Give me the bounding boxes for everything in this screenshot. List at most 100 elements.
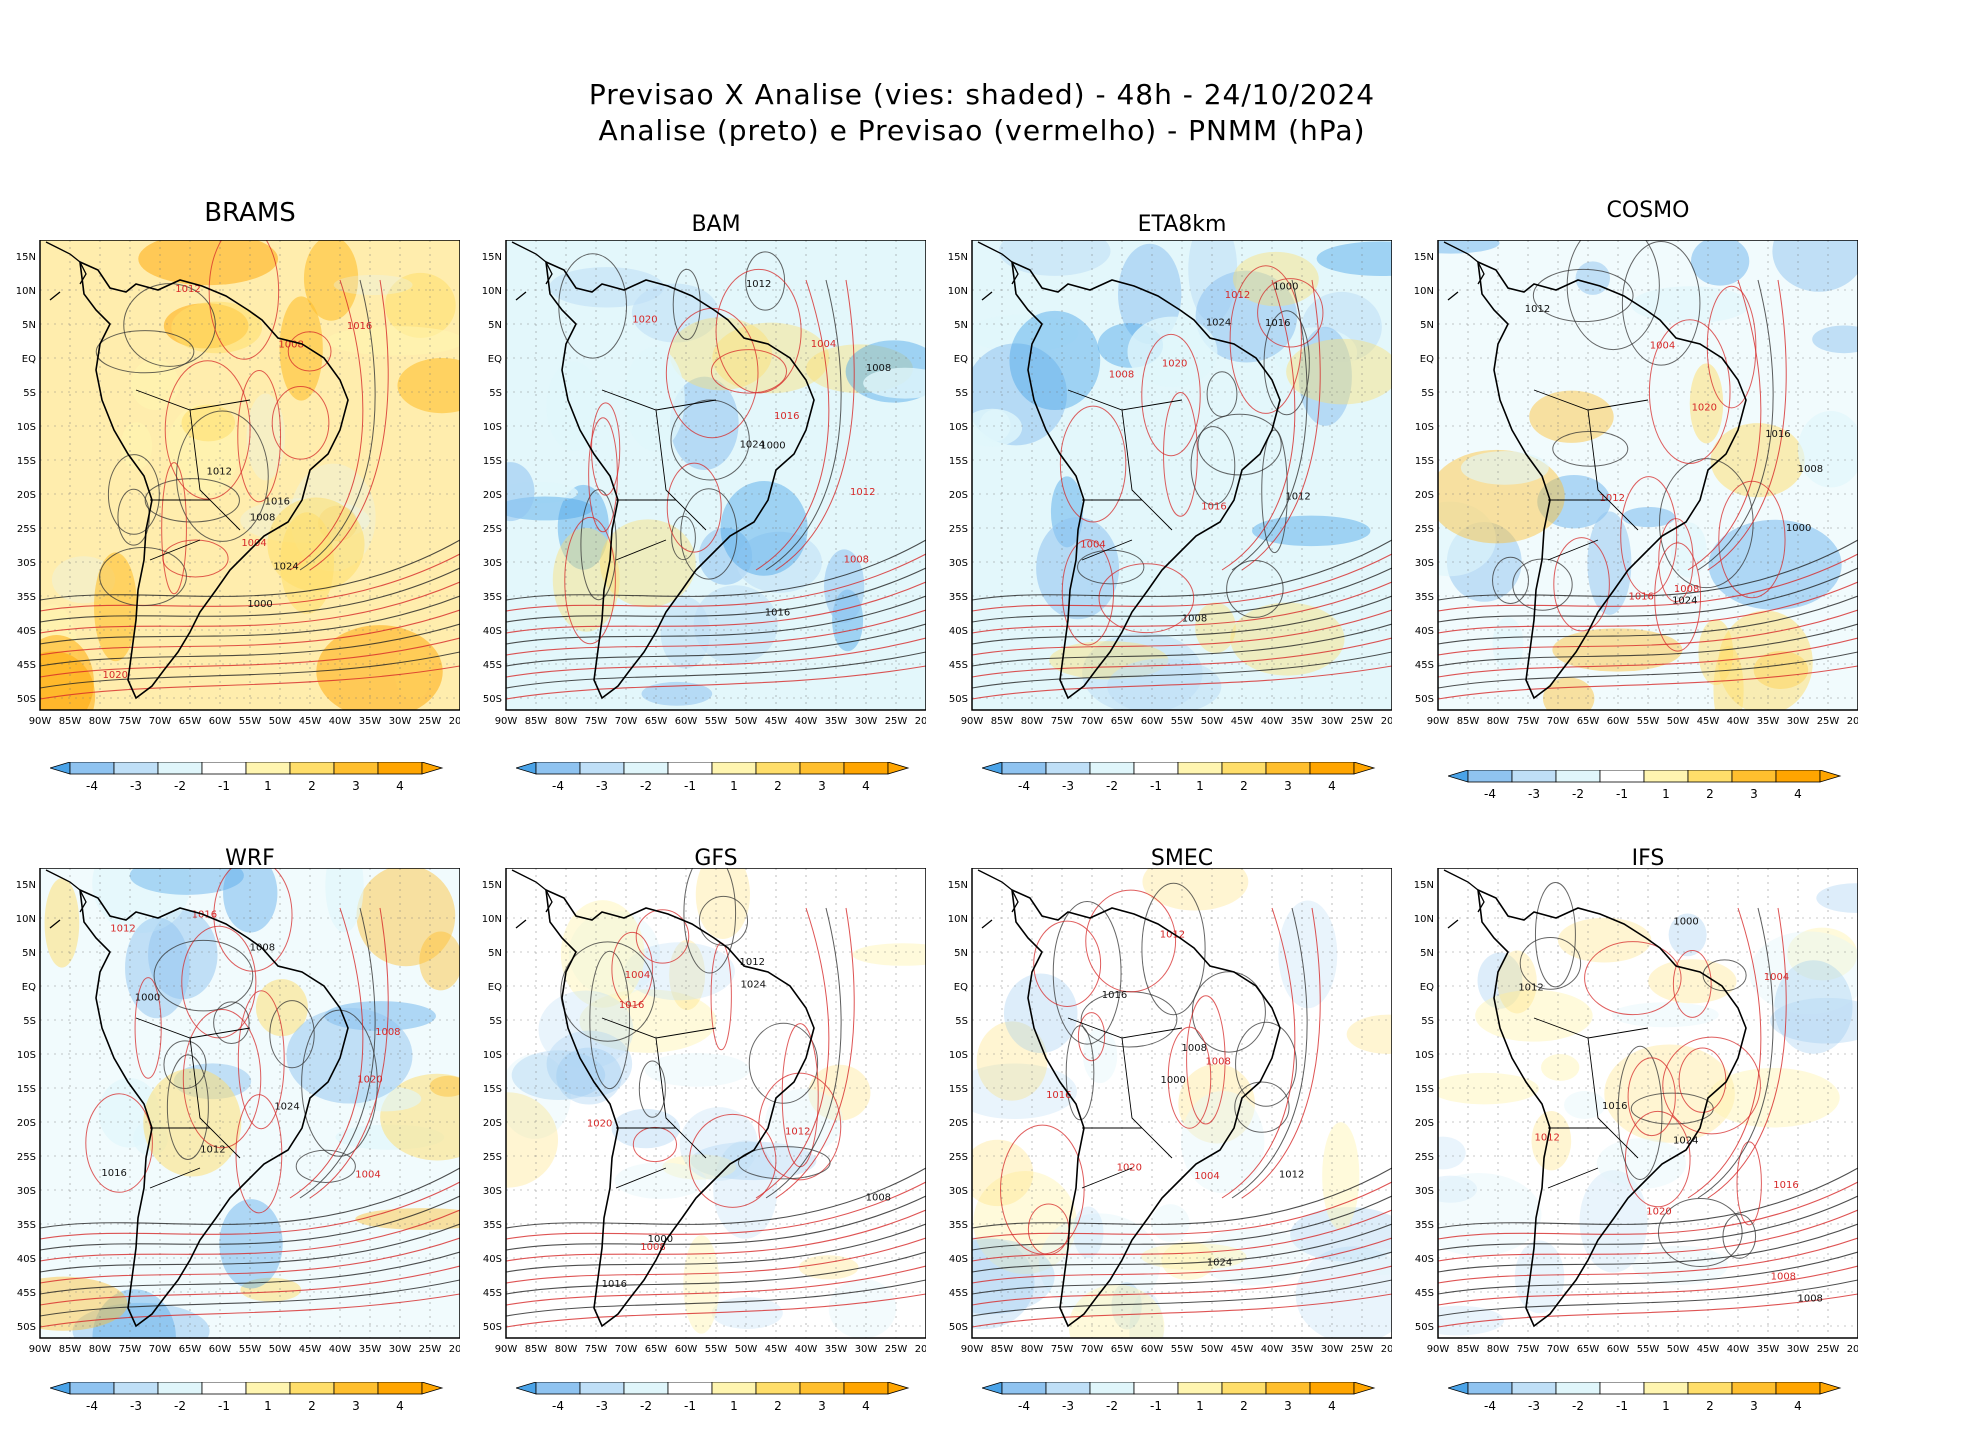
lon-label: 45W [1231,716,1254,727]
contour-label-black: 1012 [1279,1170,1304,1181]
lon-label: 20W [1381,716,1392,727]
lat-label: 45S [1415,660,1434,671]
lon-label: 55W [239,716,262,727]
lat-label: 15N [482,252,502,263]
lon-label: 70W [149,716,172,727]
lat-label: 45S [483,1288,502,1299]
lon-label: 80W [555,1344,578,1355]
lon-label: 40W [1261,1344,1284,1355]
lon-label: 90W [495,1344,518,1355]
lon-label: 20W [449,716,460,727]
lat-label: 15S [1415,1084,1434,1095]
lon-label: 20W [1847,716,1858,727]
lat-label: 45S [483,660,502,671]
lon-label: 45W [299,1344,322,1355]
lon-label: 75W [1517,1344,1540,1355]
panel-title-ifs: IFS [1631,846,1665,871]
colorbar-tick-label: 4 [396,1399,404,1413]
lat-label: 15S [1415,456,1434,467]
colorbar-tick-label: -3 [1062,779,1074,793]
lat-label: 5S [23,1016,36,1027]
lon-label: 65W [645,1344,668,1355]
contour-label-black: 1024 [741,980,766,991]
lon-label: 85W [59,716,82,727]
colorbar-tick-label: 3 [818,779,826,793]
lat-label: 10N [16,286,36,297]
colorbar-tick-label: -2 [1572,787,1584,801]
lon-label: 60W [209,1344,232,1355]
panel-title-wrf: WRF [225,846,275,871]
colorbar-tick-label: 1 [730,779,738,793]
south-america-coastline [545,260,815,700]
lat-label: 35S [483,1220,502,1231]
lon-label: 30W [1321,1344,1344,1355]
contour-label-red: 1008 [375,1027,400,1038]
lat-label: 25S [1415,1152,1434,1163]
lat-label: 40S [949,626,968,637]
lat-label: 10S [949,422,968,433]
lon-label: 25W [1351,716,1374,727]
colorbar-tick-label: -3 [596,1399,608,1413]
lat-label: 10S [17,1050,36,1061]
lon-label: 25W [885,716,908,727]
colorbar-tick-label: -4 [86,1399,98,1413]
lon-label: 70W [1081,716,1104,727]
contour-label-red: 1012 [1225,290,1250,301]
lat-label: 10N [1414,914,1434,925]
lat-label: 35S [949,592,968,603]
colorbar: -4 -3 -2 -1 1 2 3 4 [982,1382,1376,1413]
lat-label: 5S [955,1016,968,1027]
contour-label-black: 1016 [101,1168,126,1179]
contour-label-red: 1020 [1162,358,1187,369]
lat-label: 10N [948,914,968,925]
lon-label: 45W [1697,1344,1720,1355]
colorbar: -4 -3 -2 -1 1 2 3 4 [982,762,1376,793]
lat-label: EQ [22,982,36,993]
colorbar-tick-label: 1 [264,1399,272,1413]
colorbar-tick-label: -4 [1484,1399,1496,1413]
contour-label-red: 1008 [1205,1057,1230,1068]
contour-label-black: 1016 [1602,1101,1627,1112]
lat-label: 35S [17,1220,36,1231]
lat-label: 30S [17,1186,36,1197]
lon-label: 20W [915,1344,926,1355]
lat-label: 20S [949,490,968,501]
lat-label: 25S [17,1152,36,1163]
lon-label: 75W [585,1344,608,1355]
lon-label: 60W [1141,1344,1164,1355]
lat-label: 5S [1421,388,1434,399]
lat-label: 15S [483,456,502,467]
lat-label: 40S [483,626,502,637]
lat-label: 35S [1415,592,1434,603]
contour-label-black: 1008 [1182,1043,1207,1054]
contour-label-black: 1016 [265,496,290,507]
lon-label: 80W [1487,716,1510,727]
lon-label: 50W [1201,1344,1224,1355]
contour-label-red: 1004 [1194,1171,1219,1182]
colorbar-tick-label: -1 [684,1399,696,1413]
lon-label: 55W [1171,716,1194,727]
contour-label-red: 1016 [347,321,372,332]
contour-label-black: 1012 [1518,982,1543,993]
panel-title-eta8km: ETA8km [1137,212,1227,237]
lon-label: 75W [585,716,608,727]
map-brams: 1012 1016 1016 1004 1000 1012 1024 1008 1008 1020… [16,240,460,727]
lon-label: 25W [1817,1344,1840,1355]
lat-label: 5S [23,388,36,399]
lon-label: 55W [239,1344,262,1355]
contour-label-red: 1004 [241,538,266,549]
colorbar-tick-label: 3 [1750,787,1758,801]
lat-label: 45S [1415,1288,1434,1299]
lon-label: 50W [1667,1344,1690,1355]
lat-label: 40S [1415,626,1434,637]
lat-label: 5N [954,320,968,331]
colorbar-tick-label: -2 [174,1399,186,1413]
lon-label: 55W [1637,1344,1660,1355]
lon-label: 50W [269,1344,292,1355]
lon-label: 35W [825,716,848,727]
lon-label: 40W [795,1344,818,1355]
lon-label: 25W [419,1344,442,1355]
colorbar-tick-label: 3 [818,1399,826,1413]
lon-label: 50W [1667,716,1690,727]
lon-label: 65W [1111,716,1134,727]
